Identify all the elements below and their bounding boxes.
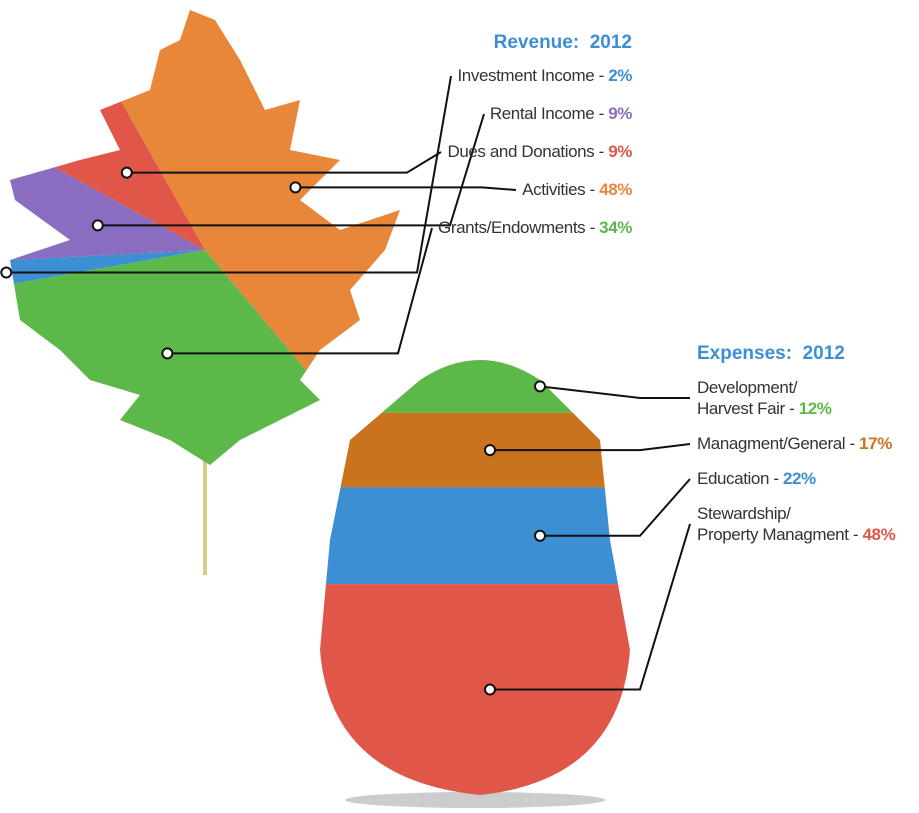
chart-title: Expenses: 2012 [697, 343, 845, 364]
separator: - [848, 525, 863, 544]
callout-dot [0, 266, 13, 279]
separator: - [594, 142, 609, 161]
value-label: 34% [599, 218, 632, 237]
pinecone [320, 360, 630, 795]
legend-label: Education - 22% [697, 468, 816, 489]
separator: - [594, 104, 609, 123]
callout-dot [91, 219, 104, 232]
callout-dot [289, 181, 302, 194]
connector [490, 523, 691, 691]
category-label: Grants/Endowments [438, 218, 586, 237]
value-label: 9% [608, 104, 632, 123]
legend-label: Grants/Endowments - 34% [438, 217, 632, 238]
category-label: Education [697, 469, 770, 488]
callout-dot [161, 347, 174, 360]
callout-dot [484, 683, 496, 696]
separator: - [769, 469, 783, 488]
value-label: 22% [782, 469, 816, 488]
legend-label: Rental Income - 9% [489, 103, 633, 124]
connector [97, 113, 485, 227]
cone-shadow [345, 792, 605, 808]
separator: - [845, 434, 860, 453]
category-label: Activities [522, 180, 586, 199]
callout-dot [120, 166, 133, 179]
cone-band [320, 360, 630, 413]
category-label: Rental Income [489, 104, 595, 123]
separator: - [585, 218, 600, 237]
value-label: 2% [608, 66, 632, 85]
connector [540, 478, 691, 537]
value-label: 48% [862, 525, 896, 544]
legend-label: Managment/General - 17% [697, 433, 892, 454]
legend-label: Development/ Harvest Fair - 12% [697, 377, 832, 419]
separator: - [585, 180, 600, 199]
connector [126, 151, 442, 174]
legend-label: Investment Income - 2% [457, 65, 632, 86]
legend-label: Activities - 48% [522, 179, 632, 200]
value-label: 12% [798, 399, 832, 418]
connector [539, 385, 690, 399]
connector [167, 227, 433, 355]
category-label: Stewardship/ Property Managment [697, 504, 849, 544]
connector [295, 186, 517, 191]
category-label: Development/ Harvest Fair [697, 378, 798, 418]
legend-label: Dues and Donations - 9% [447, 141, 632, 162]
callout-dot [534, 380, 546, 393]
connector [490, 443, 691, 452]
separator: - [784, 399, 799, 418]
category-label: Investment Income [457, 66, 595, 85]
value-label: 17% [859, 434, 892, 453]
value-label: 48% [599, 180, 632, 199]
connector [6, 75, 452, 274]
category-label: Managment/General [697, 434, 846, 453]
callout-dot [534, 529, 546, 542]
value-label: 9% [608, 142, 632, 161]
chart-title: Revenue: 2012 [493, 32, 632, 53]
legend-label: Stewardship/ Property Managment - 48% [697, 503, 896, 545]
callout-dot [484, 444, 496, 457]
leaf-segment [10, 10, 205, 276]
callouts [0, 75, 691, 696]
category-label: Dues and Donations [447, 142, 595, 161]
separator: - [594, 66, 609, 85]
